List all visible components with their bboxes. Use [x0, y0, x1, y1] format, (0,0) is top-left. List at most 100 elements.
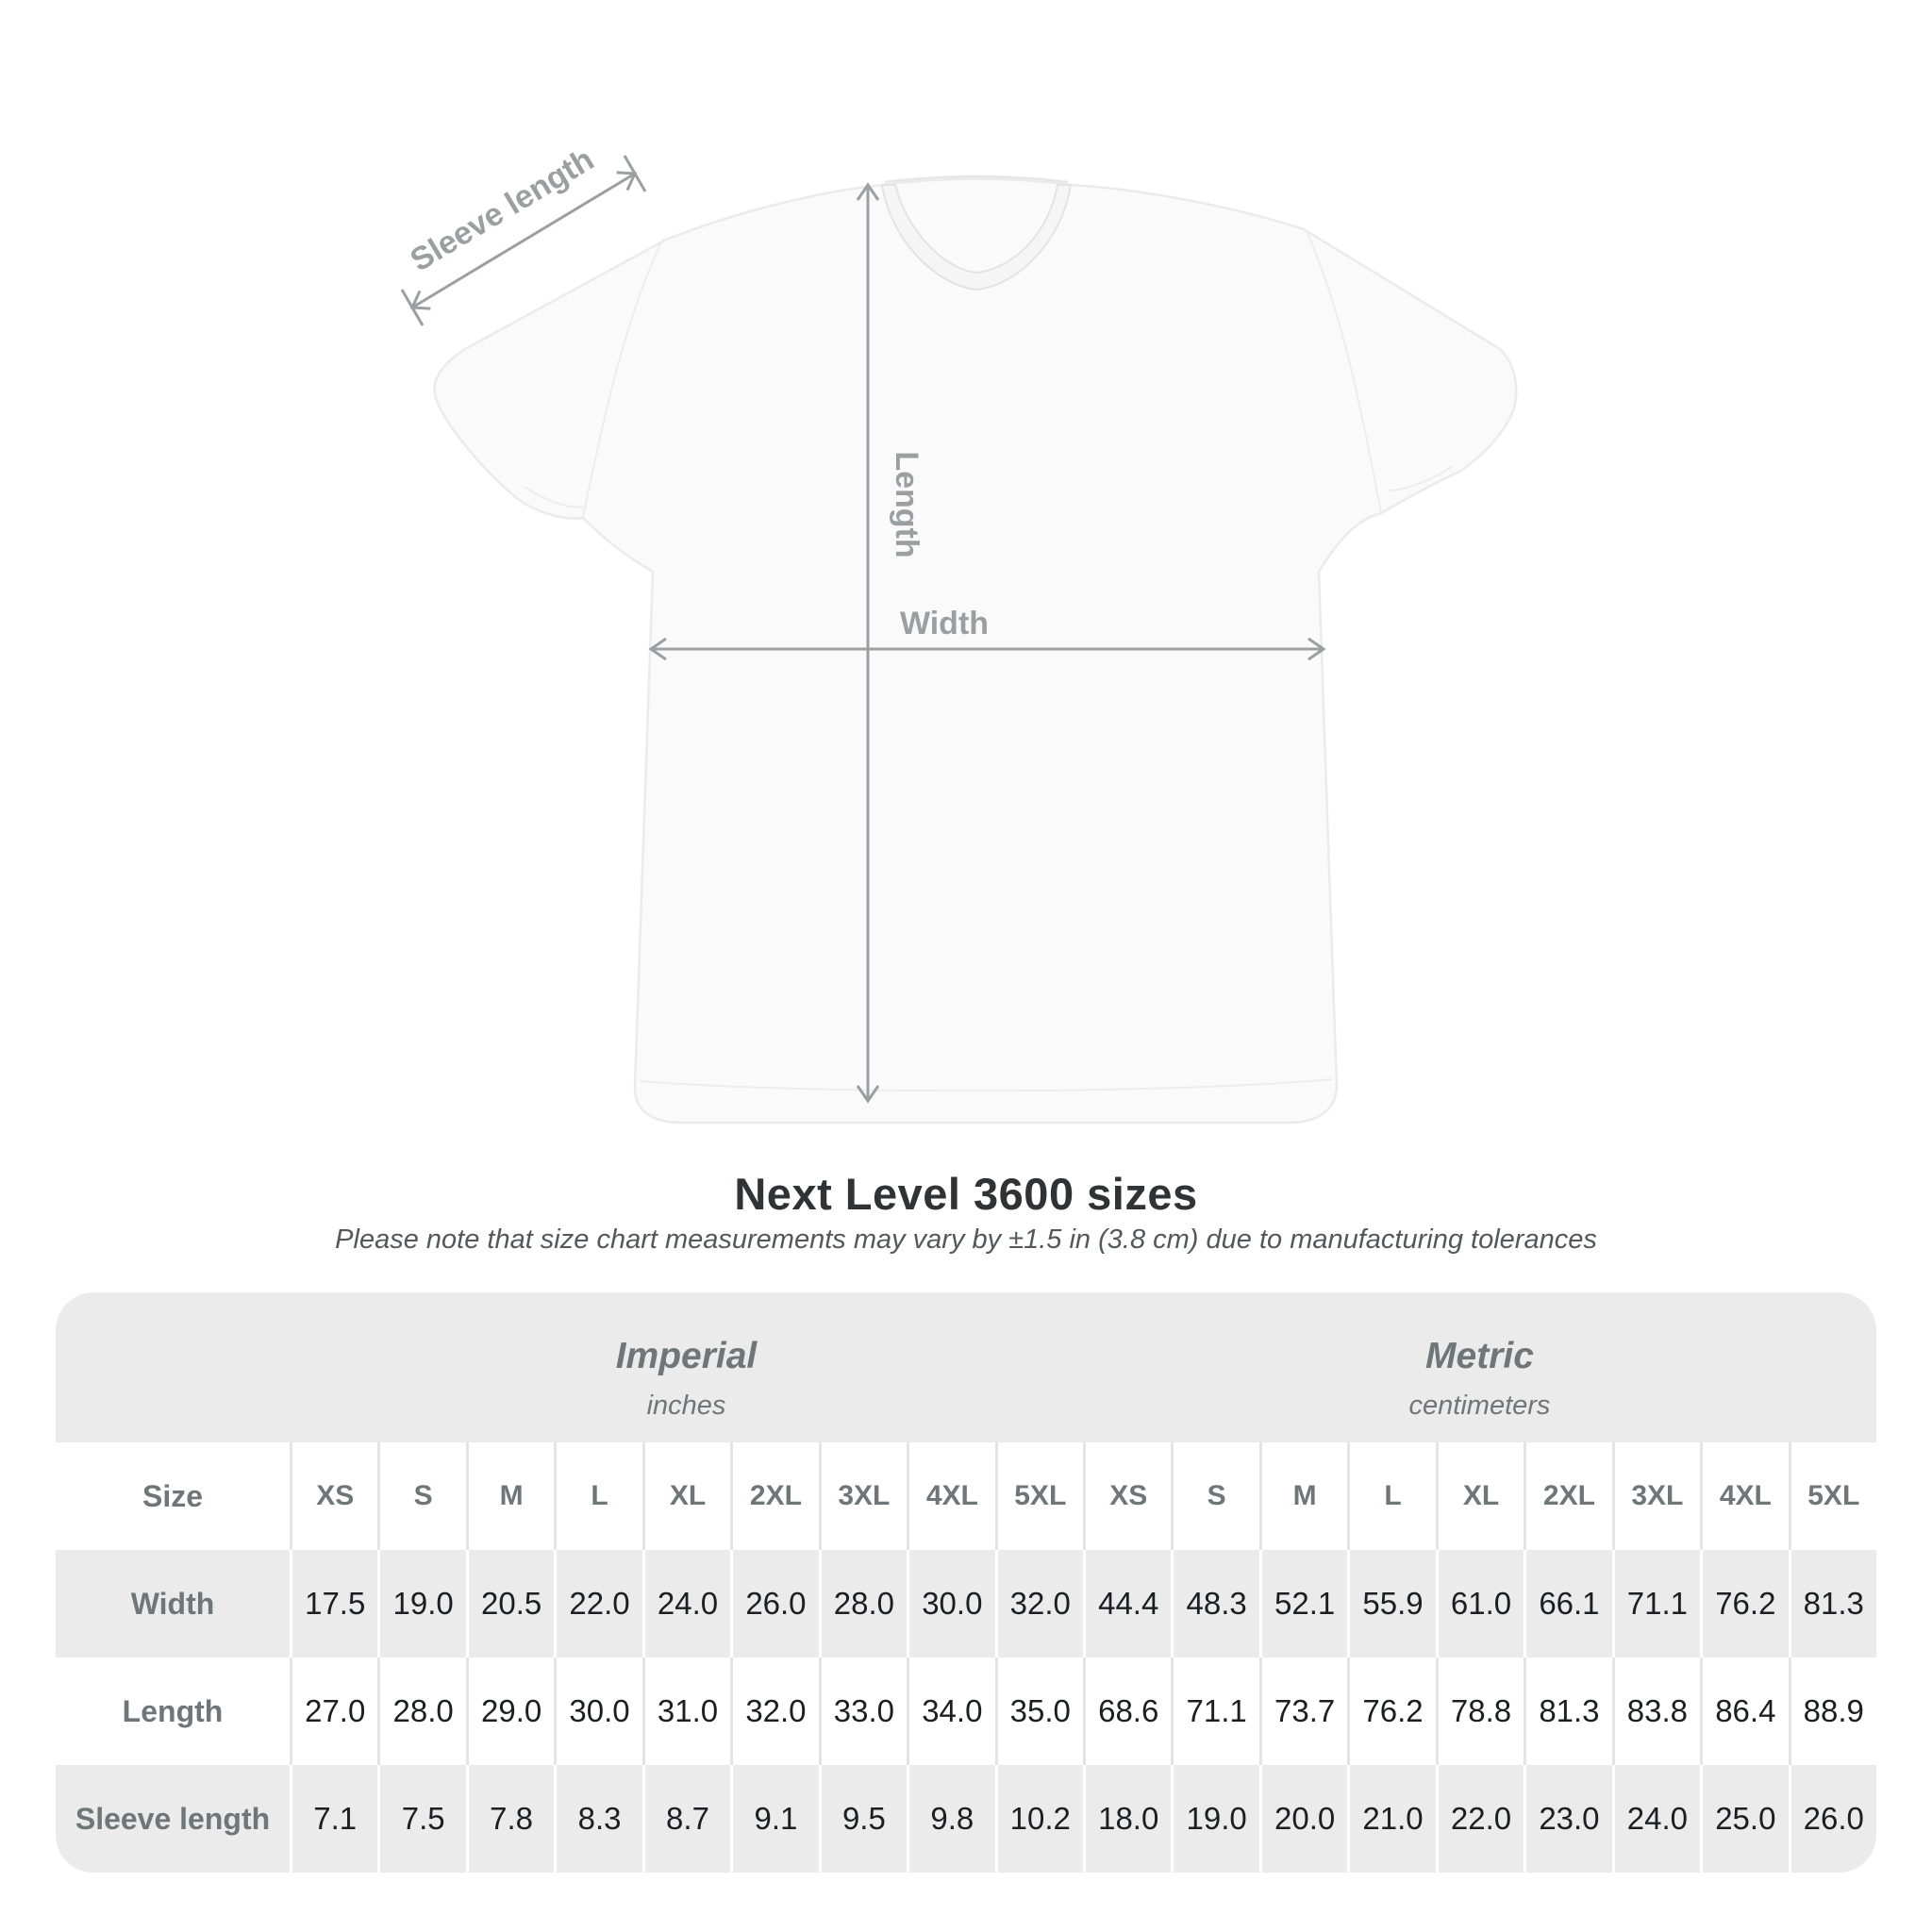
size-header-metric-xl: XL — [1435, 1442, 1524, 1550]
cell-value-metric: 23.0 — [1524, 1765, 1612, 1873]
metric-section-title: Metric — [1425, 1336, 1534, 1376]
size-header-imperial-xl: XL — [641, 1442, 731, 1550]
cell-value-metric: 81.3 — [1524, 1657, 1612, 1765]
size-header-imperial-s: S — [377, 1442, 466, 1550]
cell-value-imperial: 30.0 — [907, 1550, 995, 1657]
size-header-imperial-xs: XS — [290, 1442, 378, 1550]
cell-value-imperial: 29.0 — [465, 1657, 555, 1765]
cell-value-imperial: 32.0 — [994, 1550, 1083, 1657]
cell-value-metric: 21.0 — [1347, 1765, 1436, 1873]
size-header-imperial-m: M — [465, 1442, 555, 1550]
sleeve-length-label: Sleeve length — [405, 142, 600, 278]
row-label: Length — [56, 1657, 290, 1765]
cell-value-metric: 48.3 — [1171, 1550, 1259, 1657]
cell-value-metric: 26.0 — [1788, 1765, 1876, 1873]
size-header-imperial-3xl: 3XL — [818, 1442, 908, 1550]
cell-value-imperial: 35.0 — [994, 1657, 1083, 1765]
cell-value-imperial: 9.8 — [907, 1765, 995, 1873]
size-header-imperial-l: L — [554, 1442, 642, 1550]
cell-value-metric: 83.8 — [1611, 1657, 1701, 1765]
cell-value-metric: 52.1 — [1258, 1550, 1348, 1657]
cell-value-imperial: 20.5 — [465, 1550, 555, 1657]
cell-value-imperial: 19.0 — [377, 1550, 466, 1657]
sleeve-length-tick-start — [400, 289, 425, 326]
left-armhole-seam — [582, 238, 664, 518]
imperial-section-unit: inches — [646, 1391, 726, 1421]
cell-value-metric: 19.0 — [1171, 1765, 1259, 1873]
right-sleeve-hem-stitch — [1386, 465, 1454, 491]
tolerance-note: Please note that size chart measurements… — [335, 1224, 1597, 1255]
cell-value-metric: 68.6 — [1082, 1657, 1172, 1765]
imperial-section-title: Imperial — [615, 1336, 758, 1376]
cell-value-metric: 76.2 — [1347, 1657, 1436, 1765]
cell-value-imperial: 17.5 — [290, 1550, 378, 1657]
table-band-spacer — [56, 1292, 290, 1442]
size-header-metric-4xl: 4XL — [1700, 1442, 1789, 1550]
cell-value-metric: 44.4 — [1082, 1550, 1172, 1657]
size-header-metric-xs: XS — [1082, 1442, 1172, 1550]
cell-value-metric: 61.0 — [1435, 1550, 1524, 1657]
cell-value-metric: 55.9 — [1347, 1550, 1436, 1657]
cell-value-imperial: 7.1 — [290, 1765, 378, 1873]
sleeve-length-arrow — [409, 171, 638, 310]
cell-value-imperial: 8.7 — [641, 1765, 731, 1873]
cell-value-metric: 24.0 — [1611, 1765, 1701, 1873]
cell-value-imperial: 31.0 — [641, 1657, 731, 1765]
size-header-metric-2xl: 2XL — [1524, 1442, 1612, 1550]
measurement-annotations — [400, 155, 1326, 1104]
cell-value-metric: 71.1 — [1171, 1657, 1259, 1765]
cell-value-imperial: 28.0 — [377, 1657, 466, 1765]
cell-value-metric: 18.0 — [1082, 1765, 1172, 1873]
size-header-metric-s: S — [1171, 1442, 1259, 1550]
cell-value-imperial: 30.0 — [554, 1657, 642, 1765]
cell-value-metric: 81.3 — [1788, 1550, 1876, 1657]
size-header-imperial-5xl: 5XL — [994, 1442, 1083, 1550]
size-header-imperial-2xl: 2XL — [730, 1442, 819, 1550]
imperial-section-header: Imperial inches — [290, 1292, 1083, 1442]
cell-value-imperial: 9.5 — [818, 1765, 908, 1873]
collar-band — [880, 184, 1073, 291]
left-sleeve-hem-stitch — [524, 486, 588, 508]
collar-back-edge — [884, 175, 1069, 184]
page-title: Next Level 3600 sizes — [734, 1169, 1198, 1219]
cell-value-imperial: 24.0 — [641, 1550, 731, 1657]
cell-value-metric: 73.7 — [1258, 1657, 1348, 1765]
cell-value-imperial: 22.0 — [554, 1550, 642, 1657]
cell-value-metric: 20.0 — [1258, 1765, 1348, 1873]
length-label: Length — [889, 451, 924, 558]
cell-value-metric: 78.8 — [1435, 1657, 1524, 1765]
cell-value-metric: 22.0 — [1435, 1765, 1524, 1873]
right-armhole-seam — [1306, 230, 1382, 513]
cell-value-metric: 88.9 — [1788, 1657, 1876, 1765]
cell-value-metric: 71.1 — [1611, 1550, 1701, 1657]
cell-value-imperial: 32.0 — [730, 1657, 819, 1765]
row-label: Sleeve length — [56, 1765, 290, 1873]
size-header-metric-5xl: 5XL — [1788, 1442, 1876, 1550]
size-header-metric-m: M — [1258, 1442, 1348, 1550]
cell-value-imperial: 10.2 — [994, 1765, 1083, 1873]
cell-value-metric: 76.2 — [1700, 1550, 1789, 1657]
size-header-metric-3xl: 3XL — [1611, 1442, 1701, 1550]
size-header-metric-l: L — [1347, 1442, 1436, 1550]
cell-value-imperial: 28.0 — [818, 1550, 908, 1657]
row-label: Width — [56, 1550, 290, 1657]
sleeve-length-tick-end — [623, 155, 647, 192]
tshirt-diagram: Sleeve length Length Width — [400, 142, 1518, 1124]
width-label: Width — [900, 606, 989, 641]
hem-stitch — [639, 1078, 1333, 1092]
metric-section-header: Metric centimeters — [1082, 1292, 1876, 1442]
cell-value-imperial: 7.8 — [465, 1765, 555, 1873]
cell-value-imperial: 9.1 — [730, 1765, 819, 1873]
size-column-header: Size — [56, 1442, 290, 1550]
cell-value-metric: 66.1 — [1524, 1550, 1612, 1657]
cell-value-metric: 25.0 — [1700, 1765, 1789, 1873]
size-table: Imperial inches Metric centimeters Size X… — [56, 1292, 1876, 1873]
size-header-imperial-4xl: 4XL — [907, 1442, 995, 1550]
cell-value-imperial: 26.0 — [730, 1550, 819, 1657]
cell-value-imperial: 34.0 — [907, 1657, 995, 1765]
cell-value-imperial: 7.5 — [377, 1765, 466, 1873]
cell-value-metric: 86.4 — [1700, 1657, 1789, 1765]
metric-section-unit: centimeters — [1408, 1391, 1551, 1421]
cell-value-imperial: 8.3 — [554, 1765, 642, 1873]
